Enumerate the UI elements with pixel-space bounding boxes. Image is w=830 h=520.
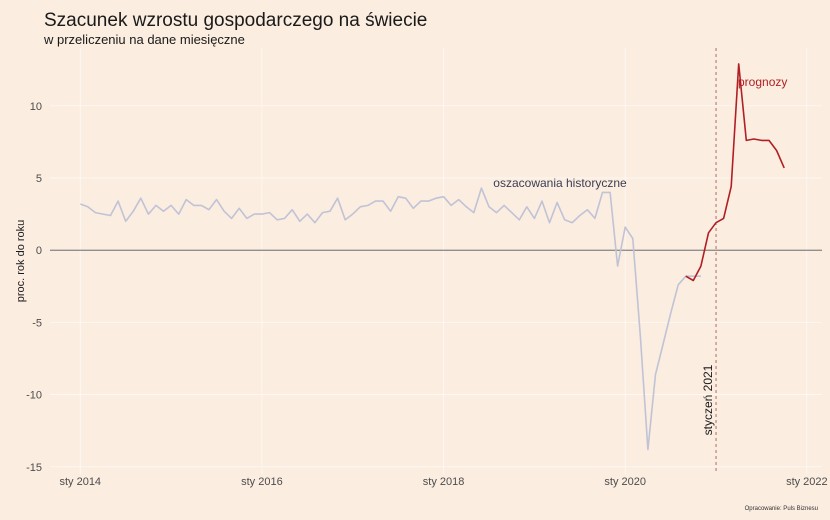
x-tick-label: sty 2022: [786, 476, 828, 488]
forecast-annotation: prognozy: [738, 75, 787, 89]
x-tick-label: sty 2018: [423, 476, 465, 488]
source-caption: Opracowanie: Puls Biznesu: [744, 506, 818, 512]
chart-subtitle: w przeliczeniu na dane miesięczne: [44, 32, 245, 47]
y-tick-label: 10: [30, 101, 42, 113]
x-tick-label: sty 2014: [59, 476, 101, 488]
y-tick-label: -10: [26, 390, 42, 402]
y-tick-label: -15: [26, 462, 42, 474]
forecast-start-label: styczeń 2021: [701, 364, 715, 435]
x-tick-label: sty 2020: [604, 476, 646, 488]
y-tick-label: 5: [36, 173, 42, 185]
y-axis-title: proc. rok do roku: [15, 220, 27, 303]
historical-annotation: oszacowania historyczne: [493, 176, 627, 190]
chart-title: Szacunek wzrostu gospodarczego na świeci…: [44, 10, 428, 31]
historical-series-line: [80, 187, 701, 451]
x-tick-label: sty 2016: [241, 476, 283, 488]
forecast-series-line: [685, 63, 785, 282]
y-tick-label: 0: [36, 245, 42, 257]
y-tick-label: -5: [32, 317, 42, 329]
